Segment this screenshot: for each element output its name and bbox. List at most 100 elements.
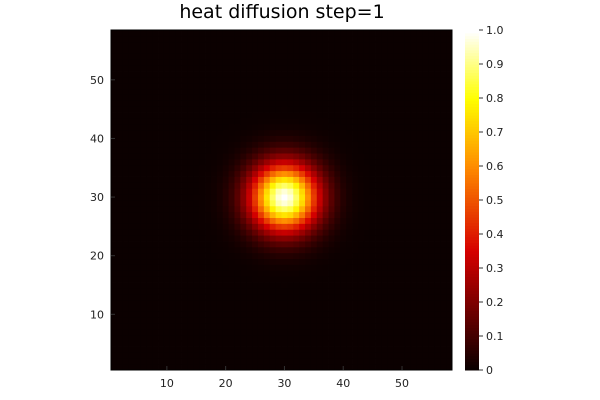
- heatmap-cell: [193, 117, 200, 125]
- heatmap-cell: [228, 129, 235, 136]
- colorbar-segment: [465, 191, 479, 195]
- heatmap-cell: [152, 158, 159, 166]
- heatmap-cell: [328, 141, 335, 148]
- heatmap-cell: [275, 117, 282, 125]
- colorbar-segment: [465, 146, 479, 150]
- heatmap-cell: [187, 35, 194, 43]
- heatmap-cell: [128, 194, 135, 201]
- heatmap-cell: [275, 334, 282, 342]
- heatmap-cell: [399, 317, 406, 324]
- heatmap-cell: [281, 299, 288, 306]
- heatmap-cell: [387, 276, 394, 283]
- heatmap-cell: [252, 223, 259, 230]
- heatmap-cell: [187, 164, 194, 172]
- heatmap-cell: [116, 299, 124, 306]
- colorbar-segment: [465, 296, 479, 300]
- heatmap-cell: [352, 293, 359, 301]
- heatmap-cell: [199, 135, 206, 142]
- heatmap-cell: [422, 235, 429, 242]
- heatmap-cell: [193, 129, 200, 136]
- heatmap-cell: [210, 106, 218, 113]
- heatmap-cell: [152, 229, 159, 236]
- heatmap-cell: [316, 164, 324, 172]
- heatmap-cell: [422, 117, 429, 125]
- heatmap-cell: [128, 282, 135, 289]
- heatmap-cell: [387, 123, 394, 131]
- heatmap-cell: [193, 282, 200, 289]
- heatmap-cell: [387, 229, 394, 236]
- heatmap-cell: [334, 135, 341, 142]
- heatmap-cell: [416, 59, 424, 66]
- heatmap-cell: [434, 252, 441, 260]
- heatmap-cell: [416, 147, 424, 154]
- heatmap-cell: [299, 287, 306, 295]
- heatmap-cell: [193, 252, 200, 260]
- heatmap-cell: [434, 282, 441, 289]
- heatmap-cell: [257, 153, 265, 160]
- heatmap-cell: [181, 147, 188, 154]
- heatmap-cell: [440, 76, 447, 84]
- heatmap-cell: [293, 258, 300, 265]
- heatmap-cell: [393, 170, 400, 177]
- heatmap-cell: [352, 252, 359, 260]
- heatmap-cell: [116, 188, 124, 195]
- heatmap-cell: [340, 117, 347, 125]
- heatmap-cell: [410, 323, 418, 330]
- heatmap-cell: [422, 147, 429, 154]
- heatmap-cell: [416, 170, 424, 177]
- heatmap-cell: [369, 358, 376, 365]
- heatmap-cell: [169, 246, 177, 254]
- heatmap-cell: [410, 276, 418, 283]
- heatmap-cell: [146, 65, 153, 72]
- heatmap-cell: [428, 65, 435, 72]
- heatmap-cell: [122, 346, 130, 353]
- heatmap-cell: [163, 211, 171, 218]
- heatmap-cell: [252, 59, 259, 66]
- heatmap-cell: [281, 287, 288, 295]
- heatmap-cell: [357, 229, 365, 236]
- heatmap-cell: [216, 100, 224, 107]
- heatmap-cell: [193, 317, 200, 324]
- heatmap-cell: [152, 317, 159, 324]
- heatmap-cell: [111, 287, 118, 295]
- heatmap-cell: [175, 123, 182, 131]
- heatmap-cell: [111, 158, 118, 166]
- heatmap-cell: [352, 188, 359, 195]
- heatmap-cell: [234, 88, 241, 95]
- heatmap-cell: [299, 364, 306, 371]
- heatmap-cell: [387, 328, 394, 336]
- heatmap-cell: [140, 35, 147, 43]
- heatmap-cell: [187, 352, 194, 359]
- heatmap-cell: [252, 82, 259, 90]
- heatmap-cell: [446, 223, 453, 230]
- heatmap-cell: [369, 176, 376, 183]
- colorbar-segment: [465, 95, 479, 99]
- heatmap-cell: [257, 258, 265, 265]
- heatmap-cell: [422, 47, 429, 54]
- heatmap-cell: [122, 65, 130, 72]
- heatmap-cell: [122, 71, 130, 78]
- heatmap-cell: [410, 305, 418, 312]
- heatmap-cell: [122, 200, 130, 207]
- heatmap-cell: [346, 71, 353, 78]
- heatmap-cell: [205, 311, 212, 318]
- heatmap-cell: [393, 264, 400, 271]
- heatmap-cell: [334, 241, 341, 248]
- heatmap-cell: [122, 76, 130, 84]
- heatmap-cell: [146, 293, 153, 301]
- heatmap-cell: [222, 293, 229, 301]
- heatmap-cell: [216, 112, 224, 119]
- heatmap-cell: [134, 153, 141, 160]
- heatmap-cell: [193, 135, 200, 142]
- heatmap-cell: [234, 71, 241, 78]
- heatmap-cell: [234, 211, 241, 218]
- heatmap-cell: [169, 176, 177, 183]
- heatmap-cell: [234, 323, 241, 330]
- colorbar-segment: [465, 112, 479, 116]
- colorbar-segment: [465, 268, 479, 272]
- heatmap-cell: [410, 340, 418, 347]
- heatmap-cell: [334, 47, 341, 54]
- heatmap-cell: [399, 346, 406, 353]
- heatmap-cell: [116, 358, 124, 365]
- heatmap-cell: [305, 364, 312, 371]
